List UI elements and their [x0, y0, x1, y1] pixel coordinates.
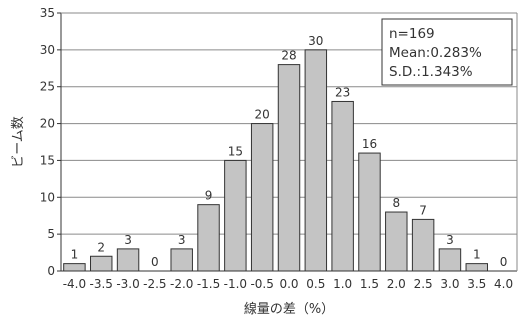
- data-label: 15: [228, 144, 243, 158]
- x-tick-label: 4.0: [494, 277, 513, 291]
- y-tick-label: 30: [40, 43, 55, 57]
- bar: [197, 204, 220, 272]
- x-tick-label: 0.5: [306, 277, 325, 291]
- y-axis-title: ビーム数: [11, 116, 26, 168]
- x-tick-label: -3.0: [116, 277, 139, 291]
- bar: [304, 49, 328, 272]
- bar: [277, 64, 301, 272]
- bar: [116, 248, 140, 272]
- stats-line: Mean:0.283%: [389, 45, 482, 61]
- x-tick-label: -1.0: [224, 277, 247, 291]
- bar: [358, 152, 381, 272]
- x-tick-label: -2.5: [143, 277, 166, 291]
- y-tick-label: 5: [47, 227, 55, 241]
- data-label: 0: [500, 255, 508, 269]
- data-label: 1: [71, 248, 79, 262]
- bar: [438, 248, 462, 272]
- axes: [57, 12, 518, 272]
- bars: [63, 49, 488, 272]
- data-label: 8: [392, 196, 400, 210]
- data-label: 1: [473, 248, 481, 262]
- y-tick-label: 25: [40, 80, 55, 94]
- stats-box: n=169 Mean:0.283% S.D.:1.343%: [381, 18, 513, 86]
- x-axis-title: 線量の差（%）: [244, 301, 334, 317]
- data-label: 9: [205, 189, 213, 203]
- x-tick-label: 3.5: [467, 277, 486, 291]
- stats-line: n=169: [389, 26, 435, 42]
- data-label: 7: [419, 203, 427, 217]
- data-label: 3: [124, 233, 132, 247]
- y-tick-label: 10: [40, 190, 55, 204]
- bar: [250, 123, 274, 272]
- bar: [385, 211, 408, 272]
- x-tick-label: 2.0: [387, 277, 406, 291]
- data-label: 16: [362, 137, 377, 151]
- bar: [170, 248, 193, 272]
- data-label: 2: [97, 240, 105, 254]
- stats-box-frame: [381, 18, 513, 86]
- bar: [411, 218, 435, 272]
- data-label: 23: [335, 85, 350, 99]
- bar: [224, 159, 247, 272]
- x-tick-label: -0.5: [250, 277, 273, 291]
- x-tick-label: 1.0: [333, 277, 352, 291]
- x-tick-label: -1.5: [197, 277, 220, 291]
- y-tick-label: 0: [47, 264, 55, 278]
- bar: [63, 263, 86, 272]
- x-tick-label: -2.0: [170, 277, 193, 291]
- bar: [465, 263, 488, 272]
- y-tick-label: 35: [40, 6, 55, 20]
- y-tick-label: 15: [40, 153, 55, 167]
- data-label: 3: [178, 233, 186, 247]
- x-tick-label: 0.0: [279, 277, 298, 291]
- y-tick-label: 20: [40, 117, 55, 131]
- bar: [90, 255, 113, 272]
- x-tick-label: 1.5: [360, 277, 379, 291]
- data-label: 30: [308, 34, 323, 48]
- x-tick-label: -3.5: [90, 277, 113, 291]
- x-tick-label: 3.0: [440, 277, 459, 291]
- data-label: 3: [446, 233, 454, 247]
- bar: [331, 100, 354, 272]
- data-label: 20: [255, 108, 270, 122]
- stats-line: S.D.:1.343%: [389, 64, 473, 80]
- x-tick-label: 2.5: [414, 277, 433, 291]
- labels: 051015202530351-4.02-3.53-3.00-2.53-2.09…: [11, 6, 513, 317]
- data-label: 28: [281, 49, 296, 63]
- x-tick-label: -4.0: [63, 277, 86, 291]
- data-label: 0: [151, 255, 159, 269]
